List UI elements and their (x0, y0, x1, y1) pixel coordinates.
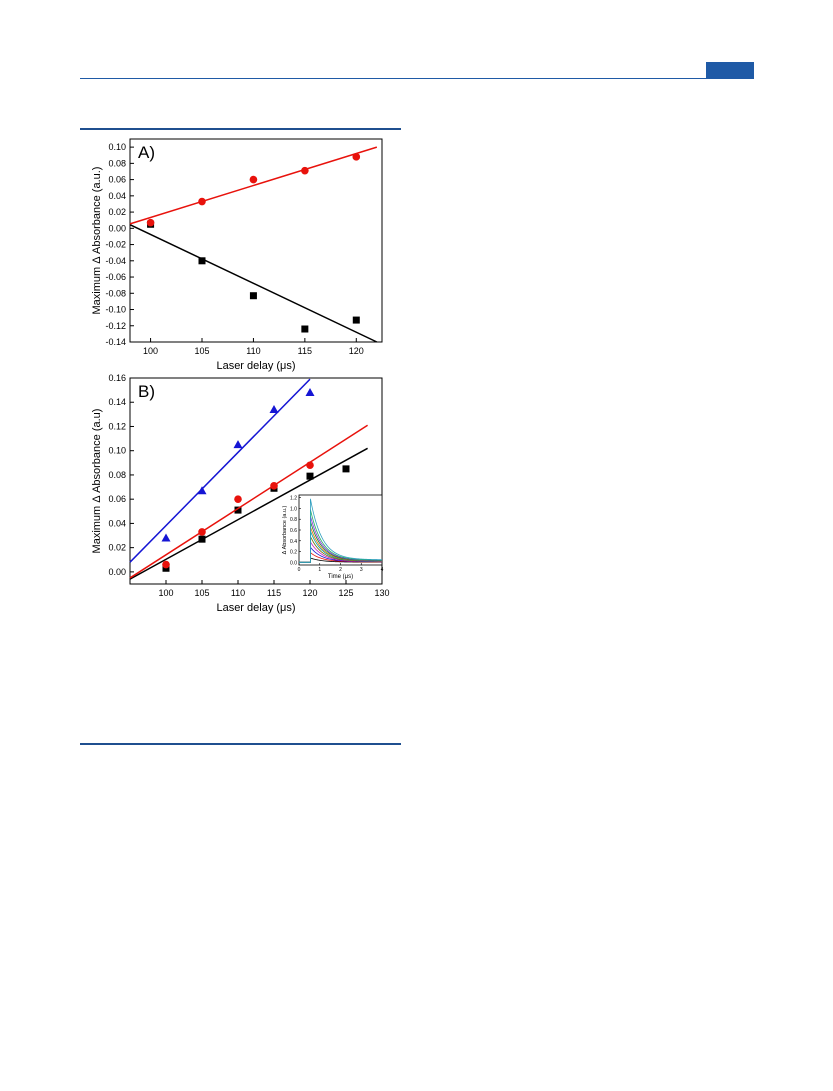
data-point-square (352, 316, 360, 324)
data-point-circle (198, 528, 206, 536)
fit-line-circle (129, 424, 369, 579)
x-tick-label: 120 (349, 346, 364, 356)
y-tick-label: -0.10 (105, 305, 126, 315)
figure: 0.100.080.060.040.020.00-0.02-0.04-0.06-… (91, 138, 390, 614)
data-point-square (198, 535, 206, 543)
data-point-square (198, 257, 206, 265)
figure-top-rule (80, 128, 401, 130)
inset-trace (299, 509, 383, 563)
data-point-circle (352, 153, 361, 161)
panel-a: 0.10 0.08 0.06 0.04 0.02 0.00 -0.02 -0.04 -0.06 -… (91, 138, 383, 372)
inset-x-tick-label: 0 (298, 567, 301, 573)
y-tick-label: 0.12 (108, 421, 126, 431)
x-tick-label: 130 (374, 588, 389, 598)
data-point-circle (234, 495, 242, 503)
inset-trace (299, 498, 383, 563)
y-axis-label: Maximum Δ Absorbance (a.u.) (91, 167, 103, 315)
y-tick-label: 0.02 (108, 207, 126, 217)
panel-label: B) (138, 382, 155, 401)
data-point-triangle (161, 533, 171, 542)
x-tick-label: 105 (194, 588, 209, 598)
data-point-square (301, 325, 309, 333)
data-point-triangle (269, 405, 279, 414)
data-point-triangle (305, 388, 315, 397)
plot-frame (129, 377, 383, 585)
inset-y-tick-label: 1.0 (290, 506, 297, 512)
y-tick-label: 0.00 (108, 567, 126, 577)
figure-bottom-rule (80, 743, 401, 745)
inset-y-tick-label: 0.4 (290, 539, 297, 545)
inset-x-tick-label: 4 (381, 567, 384, 573)
data-point-circle (198, 197, 206, 206)
y-tick-label: 0.04 (108, 518, 126, 528)
y-tick-label: 0.08 (108, 158, 126, 168)
data-point-square (234, 506, 242, 514)
x-axis-label: Laser delay (μs) (216, 360, 295, 372)
x-tick-label: 110 (246, 346, 260, 356)
data-point-square (306, 472, 314, 480)
y-tick-label: 0.16 (108, 373, 126, 383)
x-tick-label: 105 (194, 346, 209, 356)
inset-y-axis-label: Δ Absorbance (a.u.) (282, 506, 288, 555)
x-tick-label: 125 (338, 588, 353, 598)
y-tick-label: 0.06 (108, 494, 126, 504)
y-tick-label: 0.10 (108, 142, 126, 152)
header-rule (80, 78, 754, 79)
x-tick-label: 100 (158, 588, 173, 598)
inset-x-axis-label: Time (μs) (328, 574, 353, 580)
x-tick-label: 115 (298, 346, 312, 356)
y-tick-label: 0.10 (108, 446, 126, 456)
y-tick-label: -0.14 (105, 337, 126, 347)
inset-plot: 0.0 0.2 0.4 0.6 0.8 1.0 1.2 0 1 2 3 4 Time (μs) Δ Abs… (282, 494, 384, 580)
inset-x-tick-label: 3 (360, 567, 363, 573)
y-tick-label: 0.00 (108, 223, 126, 233)
data-point-square (249, 292, 257, 300)
x-tick-label: 100 (143, 346, 158, 356)
data-point-circle (162, 560, 170, 569)
inset-x-tick-label: 2 (339, 567, 342, 573)
panel-label: A) (138, 143, 155, 162)
data-point-circle (249, 175, 258, 184)
inset-y-tick-label: 1.2 (290, 496, 297, 502)
data-point-triangle (197, 486, 207, 495)
data-point-circle (301, 166, 309, 175)
x-axis-label: Laser delay (μs) (216, 602, 295, 614)
header-tab (706, 62, 754, 78)
y-tick-label: 0.02 (108, 543, 126, 553)
inset-y-tick-label: 0.8 (290, 517, 297, 523)
y-tick-label: -0.06 (105, 272, 126, 282)
fit-line-triangle (129, 378, 311, 563)
data-point-circle (146, 218, 155, 227)
data-point-circle (270, 482, 278, 490)
y-tick-label: -0.02 (105, 240, 126, 250)
fit-line-square (129, 447, 368, 580)
data-point-square (342, 465, 350, 473)
x-tick-label: 115 (267, 588, 281, 598)
plot-frame (129, 138, 383, 343)
fit-line-circle (129, 146, 378, 225)
y-tick-label: -0.04 (105, 256, 126, 266)
data-point-triangle (233, 440, 243, 449)
x-tick-label: 110 (231, 588, 245, 598)
y-tick-label: 0.08 (108, 470, 126, 480)
y-tick-label: -0.12 (105, 321, 126, 331)
inset-y-tick-label: 0.2 (290, 550, 297, 556)
data-point-circle (306, 461, 314, 470)
y-tick-label: 0.04 (108, 191, 126, 201)
y-axis-label: Maximum Δ Absorbance (a.u) (91, 409, 103, 554)
inset-y-tick-label: 0.6 (290, 528, 297, 534)
inset-y-tick-label: 0.0 (290, 560, 297, 566)
y-tick-label: 0.14 (108, 397, 126, 407)
inset-x-tick-label: 1 (318, 567, 321, 573)
x-tick-label: 120 (302, 588, 317, 598)
y-tick-label: 0.06 (108, 175, 126, 185)
y-tick-label: -0.08 (105, 288, 126, 298)
fit-line-square (129, 223, 378, 343)
